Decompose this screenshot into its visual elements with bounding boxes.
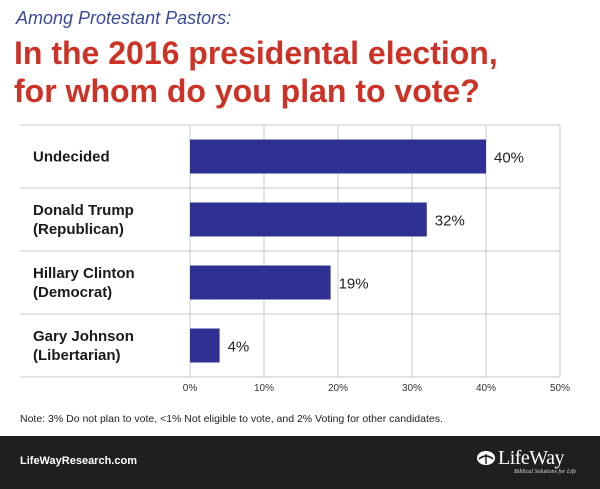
- category-label: Donald Trump (Republican): [33, 202, 134, 238]
- category-label-line: (Democrat): [33, 284, 112, 301]
- chart-title-line-2: for whom do you plan to vote?: [14, 73, 480, 109]
- category-label-line: Undecided: [33, 149, 110, 166]
- category-label: Undecided: [33, 149, 110, 166]
- chart-value-labels: 40% 32% 19% 4%: [228, 150, 524, 356]
- category-label: Gary Johnson (Libertarian): [33, 328, 134, 364]
- category-label-line: (Republican): [33, 221, 124, 238]
- bar-value-label: 40%: [494, 150, 524, 167]
- bar-value-label: 32%: [435, 213, 465, 230]
- bar: [190, 202, 427, 237]
- lifeway-logo: LifeWay Biblical Solutions for Life: [476, 445, 576, 479]
- category-label-line: (Libertarian): [33, 347, 121, 364]
- footnote: Note: 3% Do not plan to vote, <1% Not el…: [20, 413, 443, 425]
- bar-value-label: 19%: [339, 276, 369, 293]
- website-link[interactable]: LifeWayResearch.com: [20, 455, 137, 467]
- category-label: Hillary Clinton (Democrat): [33, 265, 135, 301]
- x-tick-label: 50%: [550, 383, 570, 394]
- bar-value-label: 4%: [228, 339, 250, 356]
- chart-title-line-1: In the 2016 presidental election,: [14, 35, 498, 71]
- chart-bars: [190, 139, 486, 363]
- logo-wordmark: LifeWay: [498, 447, 564, 469]
- x-tick-label: 40%: [476, 383, 496, 394]
- chart-x-tick-labels: 0% 10% 20% 30% 40% 50%: [183, 383, 570, 394]
- chart-subtitle: Among Protestant Pastors:: [16, 8, 232, 28]
- category-label-line: Gary Johnson: [33, 328, 134, 345]
- category-label-line: Donald Trump: [33, 202, 134, 219]
- x-tick-label: 20%: [328, 383, 348, 394]
- bar: [190, 139, 486, 174]
- category-label-line: Hillary Clinton: [33, 265, 135, 282]
- lifeway-logo-icon: [477, 451, 495, 465]
- bar: [190, 265, 331, 300]
- bar-chart: Undecided Donald Trump (Republican) Hillary…: [20, 124, 570, 394]
- chart-title: In the 2016 presidental election, for wh…: [14, 34, 589, 110]
- footer-bar: LifeWayResearch.com LifeWay Biblical Sol…: [0, 436, 600, 489]
- bar: [190, 328, 220, 363]
- logo-tagline: Biblical Solutions for Life: [514, 469, 577, 475]
- x-tick-label: 0%: [183, 383, 198, 394]
- x-tick-label: 10%: [254, 383, 274, 394]
- x-tick-label: 30%: [402, 383, 422, 394]
- chart-category-labels: Undecided Donald Trump (Republican) Hillary…: [33, 149, 135, 365]
